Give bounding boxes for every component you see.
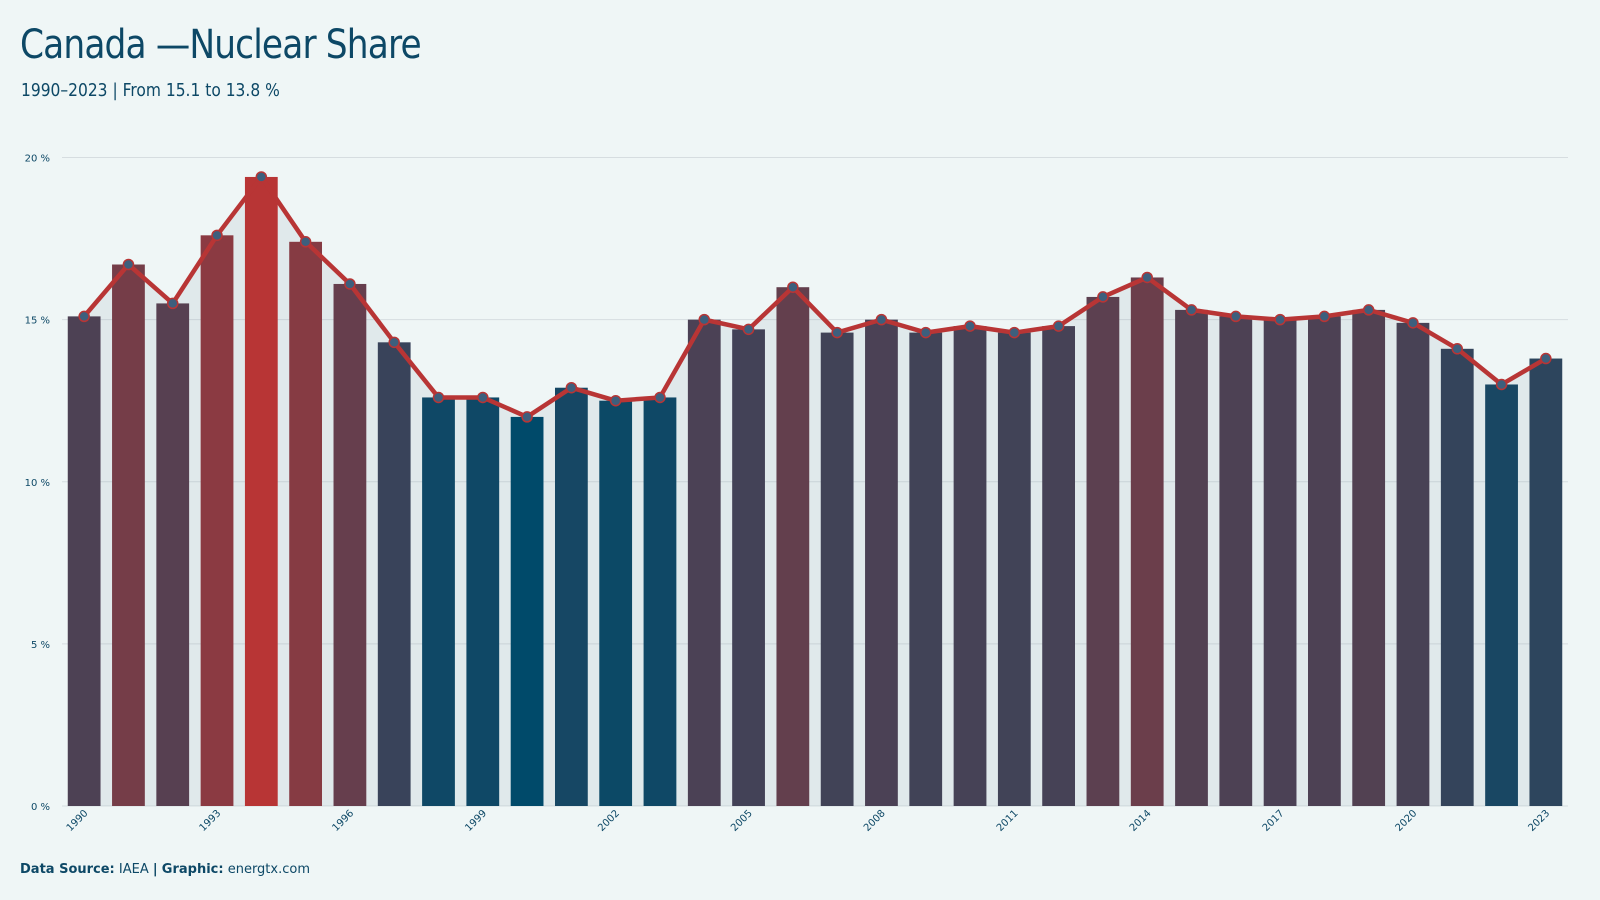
bar-2021 — [1440, 348, 1474, 806]
marker-2001 — [565, 381, 578, 394]
bar-1999 — [466, 397, 500, 806]
marker-1993 — [211, 229, 223, 242]
bar-2022 — [1485, 384, 1518, 806]
y-tick-label: 15 % — [25, 316, 50, 327]
marker-2015 — [1185, 304, 1198, 316]
graphic-label: Graphic: — [161, 862, 224, 877]
bar-1998 — [422, 397, 455, 806]
marker-2003 — [654, 391, 666, 404]
bar-2008 — [865, 319, 898, 806]
bar-2015 — [1175, 309, 1208, 806]
marker-2016 — [1230, 310, 1242, 323]
x-tick-label: 2020 — [1394, 808, 1420, 834]
bar-2023 — [1529, 358, 1563, 806]
marker-1992 — [166, 297, 179, 310]
marker-2018 — [1318, 310, 1331, 323]
bar-2012 — [1042, 326, 1076, 806]
chart-footer: Data Source: IAEA | Graphic: energtx.com — [20, 862, 310, 877]
bar-2020 — [1396, 322, 1430, 806]
marker-2008 — [875, 313, 888, 326]
marker-2013 — [1097, 291, 1109, 303]
marker-2011 — [1008, 326, 1021, 339]
bar-2009 — [909, 332, 943, 806]
x-tick-label: 1993 — [198, 808, 224, 834]
x-tick-label: 2005 — [729, 808, 755, 834]
bar-1997 — [377, 342, 411, 806]
bar-2011 — [997, 332, 1031, 806]
y-tick-label: 20 % — [25, 154, 50, 165]
series-line — [81, 174, 1549, 420]
y-tick-label: 10 % — [25, 478, 50, 489]
marker-2023 — [1540, 352, 1552, 365]
marker-2019 — [1362, 304, 1375, 316]
graphic-value: energtx.com — [227, 862, 310, 877]
bar-1995 — [289, 241, 323, 806]
bar-2006 — [776, 287, 810, 806]
marker-2009 — [919, 326, 932, 339]
marker-1991 — [122, 258, 135, 271]
marker-1994 — [255, 171, 268, 183]
marker-1990 — [78, 310, 90, 323]
source-label: Data Source: — [20, 862, 115, 877]
bar-1994 — [244, 176, 278, 806]
bar-2013 — [1086, 296, 1120, 806]
marker-1996 — [344, 278, 356, 290]
bar-2005 — [732, 329, 765, 806]
x-tick-label: 1996 — [330, 808, 356, 834]
source-value: IAEA — [118, 862, 149, 877]
marker-1997 — [388, 336, 400, 349]
x-tick-label: 1990 — [65, 808, 91, 834]
marker-2006 — [787, 281, 799, 293]
marker-2010 — [964, 320, 976, 332]
bar-1996 — [333, 283, 367, 806]
marker-1998 — [432, 391, 445, 404]
x-tick-label: 1999 — [463, 808, 489, 834]
marker-2002 — [609, 394, 622, 407]
footer-separator: | — [152, 862, 158, 877]
bar-2000 — [510, 416, 544, 806]
marker-2012 — [1052, 320, 1065, 332]
x-tick-label: 2014 — [1128, 808, 1154, 834]
bar-2019 — [1352, 309, 1386, 806]
marker-2021 — [1451, 343, 1464, 355]
marker-2000 — [521, 411, 533, 423]
bar-2010 — [953, 326, 987, 806]
bar-1991 — [112, 264, 145, 806]
chart-title: Canada —Nuclear Share — [20, 22, 422, 68]
bar-2002 — [599, 400, 633, 806]
x-tick-label: 2002 — [596, 808, 622, 834]
bar-1993 — [200, 235, 234, 806]
marker-2004 — [698, 313, 711, 326]
marker-2014 — [1141, 271, 1153, 284]
bar-2003 — [643, 397, 677, 806]
bar-2001 — [554, 387, 588, 806]
x-tick-label: 2008 — [862, 808, 888, 834]
y-tick-label: 0 % — [31, 802, 50, 813]
x-tick-label: 2017 — [1261, 808, 1287, 834]
x-tick-label: 2023 — [1526, 808, 1552, 834]
marker-2007 — [831, 326, 843, 339]
bar-1992 — [156, 303, 190, 806]
bar-1990 — [67, 316, 101, 806]
marker-2022 — [1495, 378, 1508, 391]
marker-1999 — [477, 391, 489, 404]
bar-2007 — [820, 332, 854, 806]
bar-2018 — [1307, 316, 1341, 806]
bar-2017 — [1263, 319, 1297, 806]
x-tick-label: 2011 — [995, 808, 1021, 834]
marker-1995 — [299, 236, 312, 248]
marker-2005 — [742, 323, 755, 336]
y-tick-label: 5 % — [31, 640, 50, 651]
marker-2020 — [1407, 317, 1419, 329]
bar-2004 — [687, 319, 721, 806]
marker-2017 — [1274, 313, 1286, 326]
bar-2014 — [1130, 277, 1164, 806]
chart-subtitle: 1990–2023 | From 15.1 to 13.8 % — [21, 80, 280, 101]
bar-2016 — [1219, 316, 1253, 806]
